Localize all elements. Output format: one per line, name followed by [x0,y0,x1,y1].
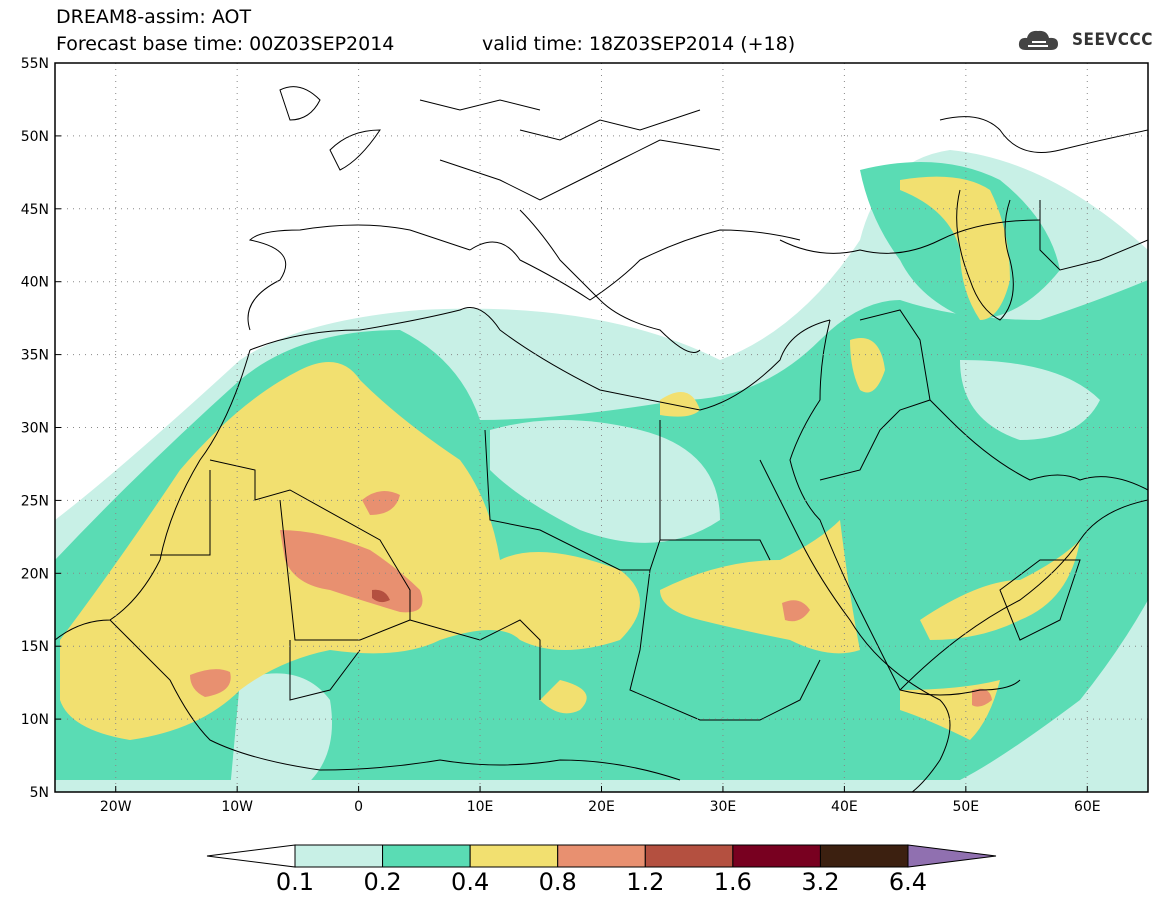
valid-time: valid time: 18Z03SEP2014 (+18) [482,33,796,55]
colorbar-level-label: 0.4 [451,868,490,896]
aot-field-0.4-b [540,680,587,714]
lat-label: 50N [21,129,49,145]
coastlines [55,86,1148,792]
colorbar-level-label: 1.2 [626,868,665,896]
lat-label: 30N [21,421,49,437]
lon-label: 30E [710,799,737,815]
aot-field-0.8-b [362,491,400,515]
borders [150,99,1148,721]
lat-label: 20N [21,566,49,582]
aot-field-0.4-h [660,392,700,417]
lon-label: 0 [354,799,363,815]
lat-label: 35N [21,348,49,364]
lon-label: 60E [1074,799,1101,815]
lon-label: 40E [831,799,858,815]
lon-label: 50E [952,799,979,815]
aot-field-0.4-d [900,176,1010,320]
lat-label: 5N [30,785,49,801]
colorbar-upper-extension [907,844,997,868]
lon-label: 10W [221,799,253,815]
lat-label: 45N [21,202,49,218]
logo-text: SEEVCCC [1072,30,1153,50]
lat-label: 40N [21,275,49,291]
colorbar-level-label: 0.1 [275,868,315,896]
lon-label: 20E [588,799,615,815]
aot-hole-0.1-b [960,360,1100,440]
forecast-base-time: Forecast base time: 00Z03SEP2014 [56,33,395,55]
colorbar-box [644,844,734,868]
colorbar-level-label: 1.6 [713,868,752,896]
lat-label: 15N [21,639,49,655]
colorbar-box [294,844,384,868]
colorbar-level-label: 0.2 [363,868,402,896]
aot-field-0.4-e [850,338,885,393]
aot-field-0.8-a [280,530,423,613]
colorbar-box [732,844,821,868]
colorbar [206,844,997,868]
aot-hole-0.1-a [490,420,720,543]
lon-label: 10E [467,799,494,815]
aot-field-0.8-e [972,688,992,707]
aot-field-0.4-c [660,520,860,654]
colorbar-level-label: 6.4 [888,868,928,896]
aot-hole-0.1-c [230,673,332,790]
lat-label: 10N [21,712,49,728]
map-grid [55,63,1148,792]
colorbar-box [557,844,646,868]
colorbar-box [819,844,909,868]
lon-label: 20W [100,799,132,815]
lat-label: 25N [21,493,49,509]
seevccc-cloud-logo-icon [1018,30,1058,50]
colorbar-lower-extension [206,844,296,868]
colorbar-level-label: 3.2 [801,868,840,896]
aot-field-1.2 [372,589,390,603]
map-title: DREAM8-assim: AOT [56,6,252,28]
lat-label: 55N [21,56,49,72]
aot-field-0.8-c [190,669,231,697]
aot-field-0.8-d [782,600,810,622]
longitude-labels: 20W 10W 0 10E 20E 30E 40E 50E 60E [100,786,1101,815]
colorbar-box [382,844,471,868]
colorbar-box [469,844,559,868]
colorbar-level-label: 0.8 [538,868,577,896]
latitude-labels: 55N 50N 45N 40N 35N 30N 25N 20N 15N 10N 5N [21,56,61,801]
